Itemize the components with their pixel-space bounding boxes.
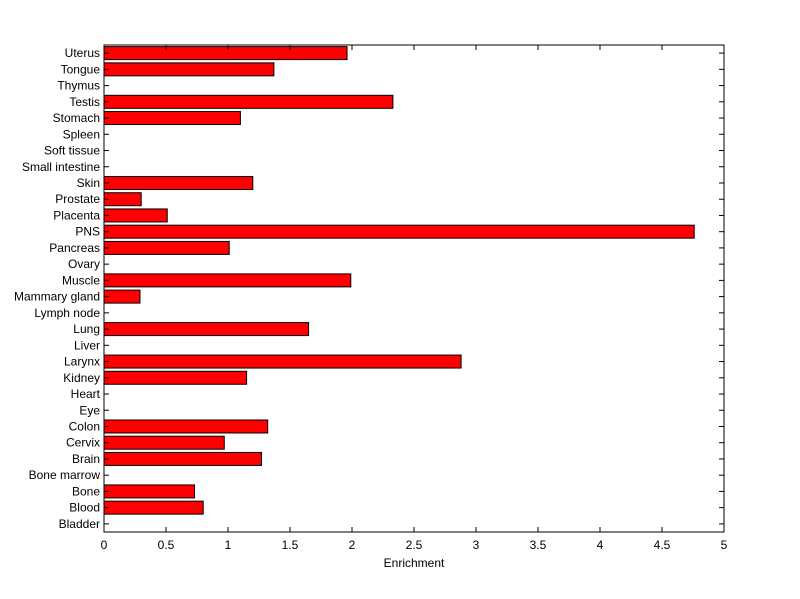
bar-uterus xyxy=(103,46,348,61)
y-label-heart: Heart xyxy=(71,387,101,401)
bar-mammary-gland xyxy=(103,289,141,304)
y-label-small-intestine: Small intestine xyxy=(22,160,100,174)
x-tick-label: 2 xyxy=(349,538,356,552)
y-label-colon: Colon xyxy=(69,419,100,433)
y-label-muscle: Muscle xyxy=(62,273,100,287)
y-label-pns: PNS xyxy=(75,225,100,239)
bar-skin xyxy=(103,175,254,190)
bar-pns xyxy=(103,224,695,239)
y-label-liver: Liver xyxy=(74,338,100,352)
y-label-thymus: Thymus xyxy=(57,79,100,93)
y-label-larynx: Larynx xyxy=(64,355,100,369)
bar-muscle xyxy=(103,273,352,288)
y-label-eye: Eye xyxy=(79,403,100,417)
bar-bone xyxy=(103,484,196,499)
x-tick-label: 4 xyxy=(597,538,604,552)
y-label-spleen: Spleen xyxy=(63,127,100,141)
y-label-tongue: Tongue xyxy=(61,62,101,76)
y-label-soft-tissue: Soft tissue xyxy=(44,144,100,158)
y-label-lung: Lung xyxy=(73,322,100,336)
x-tick-label: 0 xyxy=(101,538,108,552)
y-label-mammary-gland: Mammary gland xyxy=(14,290,100,304)
x-tick-label: 1.5 xyxy=(282,538,299,552)
x-tick-labels: 0 0.5 1 1.5 2 2.5 3 3.5 4 4.5 5 xyxy=(101,538,728,552)
x-tick-label: 2.5 xyxy=(406,538,423,552)
y-label-uterus: Uterus xyxy=(65,46,100,60)
bar-pancreas xyxy=(103,240,230,255)
x-tick-label: 3 xyxy=(473,538,480,552)
y-label-kidney: Kidney xyxy=(63,371,100,385)
y-label-placenta: Placenta xyxy=(53,208,100,222)
y-label-stomach: Stomach xyxy=(53,111,100,125)
y-label-testis: Testis xyxy=(69,95,100,109)
bar-stomach xyxy=(103,111,241,126)
x-tick-label: 1 xyxy=(225,538,232,552)
y-label-skin: Skin xyxy=(77,176,100,190)
y-label-lymph-node: Lymph node xyxy=(34,306,100,320)
x-axis-title: Enrichment xyxy=(384,556,445,570)
bar-cervix xyxy=(103,435,225,450)
bar-testis xyxy=(103,94,394,109)
bars-group xyxy=(103,46,695,515)
y-label-ovary: Ovary xyxy=(68,257,100,271)
x-tick-label: 0.5 xyxy=(158,538,175,552)
x-tick-label: 3.5 xyxy=(530,538,547,552)
y-label-prostate: Prostate xyxy=(55,192,100,206)
bar-blood xyxy=(103,500,204,515)
bar-kidney xyxy=(103,370,248,385)
bar-lung xyxy=(103,322,310,337)
y-label-bone: Bone xyxy=(72,484,100,498)
y-label-bone-marrow: Bone marrow xyxy=(29,468,101,482)
y-label-blood: Blood xyxy=(69,501,100,515)
y-label-brain: Brain xyxy=(72,452,100,466)
bar-tongue xyxy=(103,62,275,77)
x-tick-label: 4.5 xyxy=(654,538,671,552)
y-label-bladder: Bladder xyxy=(59,517,100,531)
x-tick-label: 5 xyxy=(721,538,728,552)
ticks-group xyxy=(103,45,725,532)
bar-prostate xyxy=(103,192,142,207)
bar-brain xyxy=(103,451,262,466)
y-label-cervix: Cervix xyxy=(66,436,100,450)
y-label-pancreas: Pancreas xyxy=(49,241,100,255)
bar-colon xyxy=(103,419,269,434)
y-category-labels: Uterus Tongue Thymus Testis Stomach Spleen Sof… xyxy=(14,46,101,531)
bar-placenta xyxy=(103,208,168,223)
bar-larynx xyxy=(103,354,462,369)
